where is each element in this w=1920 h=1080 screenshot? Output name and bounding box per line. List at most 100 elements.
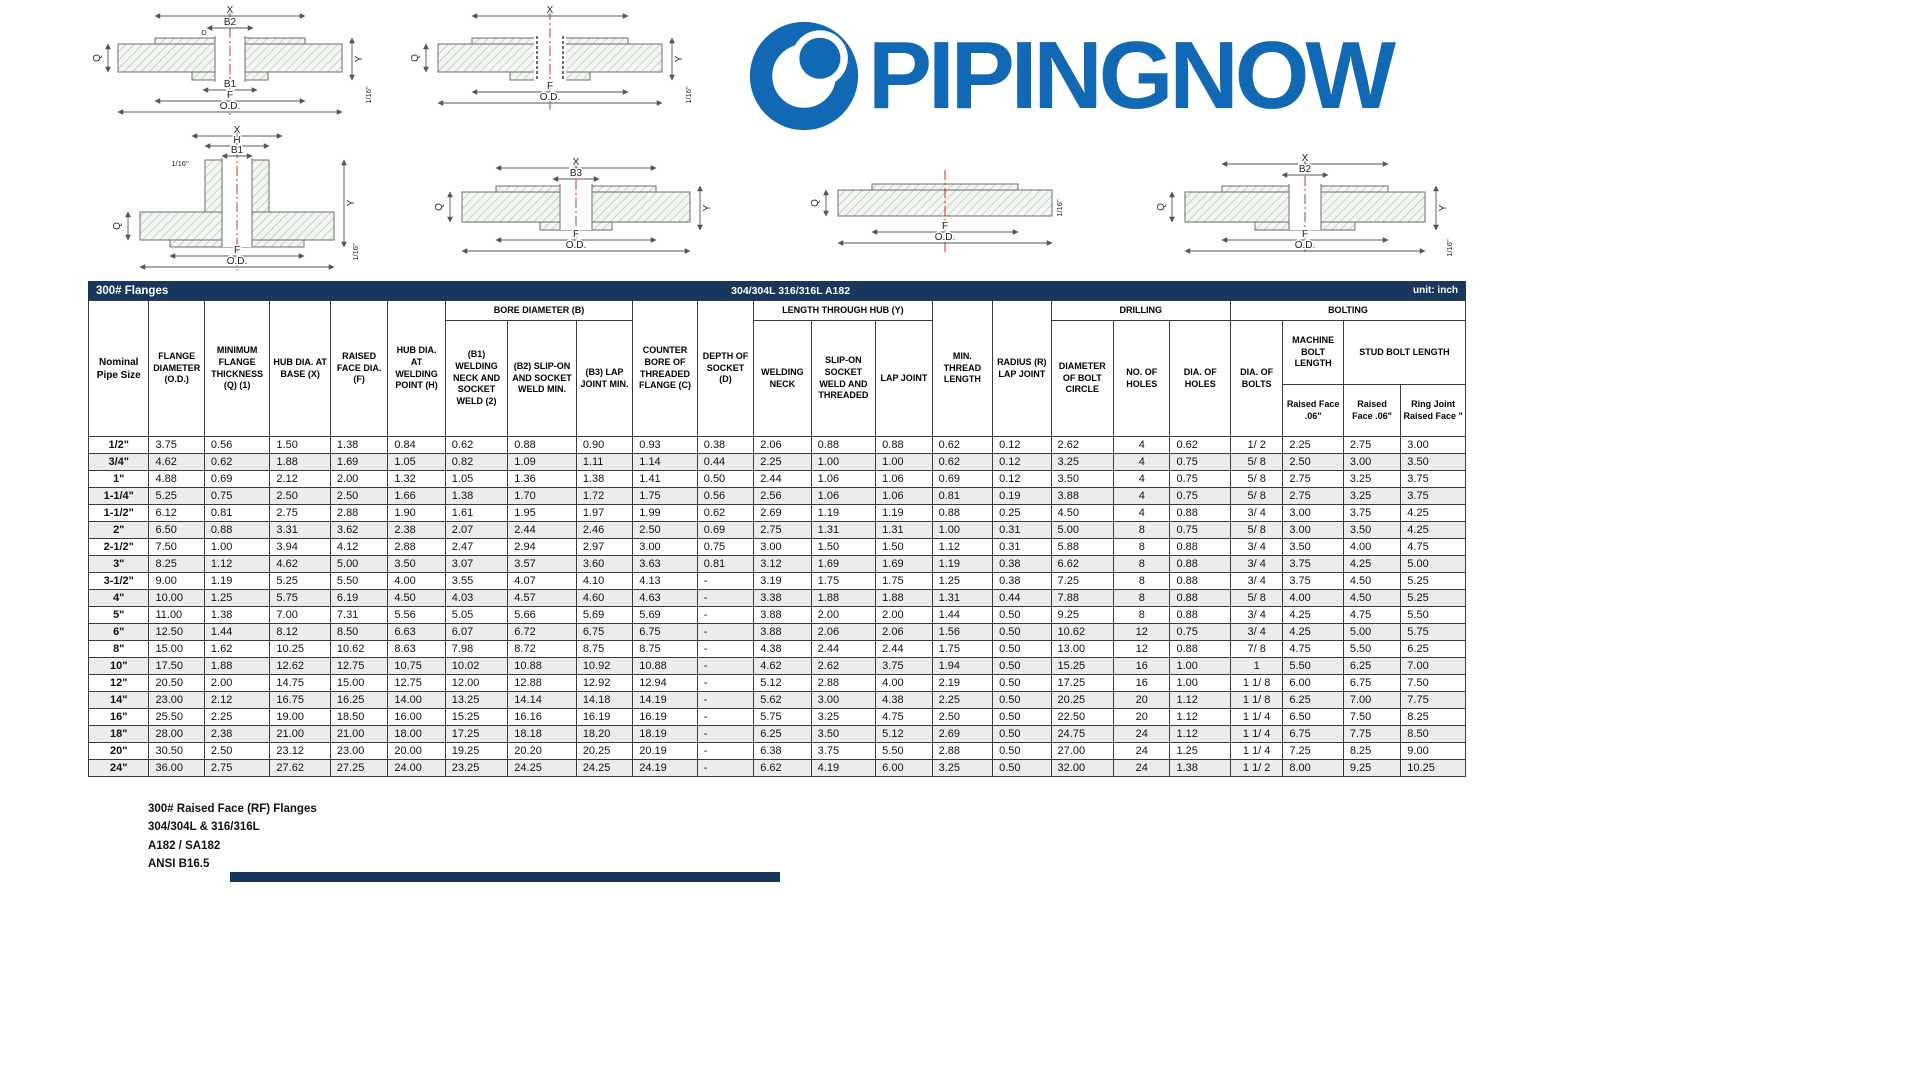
- value-cell: 5.00: [1400, 555, 1466, 573]
- value-cell: 20.25: [1050, 691, 1115, 709]
- dim-label-h: H: [233, 135, 240, 146]
- value-cell: 2.38: [387, 521, 446, 539]
- value-cell: 5.12: [753, 674, 812, 692]
- value-cell: 0.19: [992, 487, 1052, 505]
- value-cell: 3/ 4: [1229, 572, 1284, 590]
- value-cell: 2.44: [507, 521, 577, 539]
- table-row: 14" 23.00 2.12 16.75 16.25 14.00 13.25 14.14 14.…: [87, 691, 1466, 709]
- col-group-bolting: BOLTING: [1229, 300, 1467, 321]
- value-cell: 4.00: [1282, 589, 1344, 607]
- value-cell: 16: [1113, 674, 1171, 692]
- pipe-size-cell: 24": [87, 759, 150, 777]
- dim-label-sixteenth: 1/16": [1055, 199, 1064, 217]
- value-cell: 16.00: [387, 708, 446, 726]
- col-group-length-through-hub: LENGTH THROUGH HUB (Y): [753, 300, 933, 321]
- value-cell: 0.62: [1169, 436, 1231, 454]
- header-row-sub: (B1) WELDING NECK AND SOCKET WELD (2) (B…: [89, 320, 1467, 437]
- value-cell: 7.50: [1342, 708, 1402, 726]
- dim-label-b2: B2: [1299, 164, 1312, 175]
- table-row: 4" 10.00 1.25 5.75 6.19 4.50 4.03 4.57 4.60 4.63-…: [87, 589, 1466, 607]
- value-cell: 0.62: [931, 436, 994, 454]
- value-cell: 3.75: [1342, 504, 1402, 522]
- value-cell: 1/ 2: [1229, 436, 1284, 454]
- value-cell: 2.75: [1342, 436, 1402, 454]
- value-cell: 3.75: [1282, 572, 1344, 590]
- value-cell: 0.88: [1169, 640, 1231, 658]
- value-cell: 4.25: [1282, 623, 1344, 641]
- footer-line-standard: ANSI B16.5: [148, 858, 210, 871]
- value-cell: 0.12: [992, 453, 1052, 471]
- value-cell: 0.88: [203, 521, 271, 539]
- value-cell: 23.12: [269, 742, 331, 760]
- pipe-size-cell: 12": [87, 674, 150, 692]
- value-cell: 0.88: [507, 436, 577, 454]
- value-cell: -: [696, 623, 755, 641]
- value-cell: 15.00: [148, 640, 205, 658]
- table-row: 2" 6.50 0.88 3.31 3.62 2.38 2.07 2.44 2.46 2.50 0.…: [87, 521, 1466, 539]
- value-cell: 2.06: [753, 436, 812, 454]
- value-cell: 5.05: [444, 606, 509, 624]
- value-cell: 6.50: [1282, 708, 1344, 726]
- value-cell: 5.69: [632, 606, 698, 624]
- dim-label-sixteenth: 1/16": [1445, 239, 1454, 257]
- value-cell: 1.56: [931, 623, 994, 641]
- value-cell: 3.25: [1342, 487, 1402, 505]
- value-cell: 1 1/ 4: [1229, 708, 1284, 726]
- value-cell: 1.05: [444, 470, 509, 488]
- value-cell: 1.44: [203, 623, 271, 641]
- value-cell: 7.50: [1400, 674, 1466, 692]
- header-row-groups: Nominal Pipe Size FLANGE DIAMETER (O.D.)…: [87, 300, 1467, 437]
- value-cell: 20.19: [632, 742, 698, 760]
- table-row: 1-1/2" 6.12 0.81 2.75 2.88 1.90 1.61 1.95 1.97 1.…: [87, 504, 1466, 522]
- value-cell: 1.06: [875, 487, 933, 505]
- value-cell: 19.00: [269, 708, 331, 726]
- value-cell: 5.56: [387, 606, 446, 624]
- table-row: 3-1/2" 9.00 1.19 5.25 5.50 4.00 3.55 4.07 4.10 4.…: [87, 572, 1466, 590]
- dim-label-q: Q: [810, 199, 821, 207]
- value-cell: 1.38: [203, 606, 271, 624]
- col-header-welding-neck: WELDING NECK: [753, 320, 812, 437]
- value-cell: 2.19: [931, 674, 994, 692]
- value-cell: 3.25: [931, 759, 994, 777]
- value-cell: 8.63: [387, 640, 446, 658]
- value-cell: 20.50: [148, 674, 205, 692]
- diagram-threaded-flange: X F O.D. Q Y 1/16": [409, 4, 695, 112]
- col-header-pipe-size: Nominal Pipe Size: [87, 300, 150, 437]
- value-cell: 24.19: [632, 759, 698, 777]
- value-cell: 1.38: [444, 487, 509, 505]
- value-cell: 6.63: [387, 623, 446, 641]
- value-cell: -: [696, 691, 755, 709]
- value-cell: 10.00: [148, 589, 205, 607]
- value-cell: 10.62: [329, 640, 389, 658]
- value-cell: 16.75: [269, 691, 331, 709]
- value-cell: 1.25: [931, 572, 994, 590]
- value-cell: 2.06: [810, 623, 877, 641]
- col-group-bore-diameter: BORE DIAMETER (B): [444, 300, 634, 321]
- value-cell: 7.31: [329, 606, 389, 624]
- value-cell: 2.00: [203, 674, 271, 692]
- value-cell: 18.20: [575, 725, 634, 743]
- value-cell: 3.88: [1050, 487, 1115, 505]
- value-cell: 8.75: [575, 640, 634, 658]
- value-cell: 1.06: [810, 487, 877, 505]
- value-cell: 3/ 4: [1229, 555, 1284, 573]
- dim-label-x: X: [227, 5, 234, 16]
- col-header-thickness: MINIMUM FLANGE THICKNESS (Q) (1): [203, 300, 271, 437]
- value-cell: 24: [1113, 725, 1171, 743]
- table-row: 1" 4.88 0.69 2.12 2.00 1.32 1.05 1.36 1.38 1.41 0.…: [87, 470, 1466, 488]
- value-cell: 5.62: [753, 691, 812, 709]
- value-cell: 1: [1229, 657, 1284, 675]
- table-title: 300# Flanges: [96, 284, 169, 297]
- value-cell: 7.00: [1342, 691, 1402, 709]
- value-cell: 36.00: [148, 759, 205, 777]
- value-cell: 6.72: [507, 623, 577, 641]
- value-cell: 0.75: [1169, 487, 1231, 505]
- value-cell: 3.88: [753, 606, 812, 624]
- value-cell: 4.13: [632, 572, 698, 590]
- value-cell: 1.75: [810, 572, 877, 590]
- dim-label-sixteenth: 1/16": [171, 159, 189, 168]
- value-cell: 20.25: [575, 742, 634, 760]
- value-cell: 1.62: [203, 640, 271, 658]
- pipe-size-cell: 1-1/2": [87, 504, 150, 522]
- value-cell: 2.88: [329, 504, 389, 522]
